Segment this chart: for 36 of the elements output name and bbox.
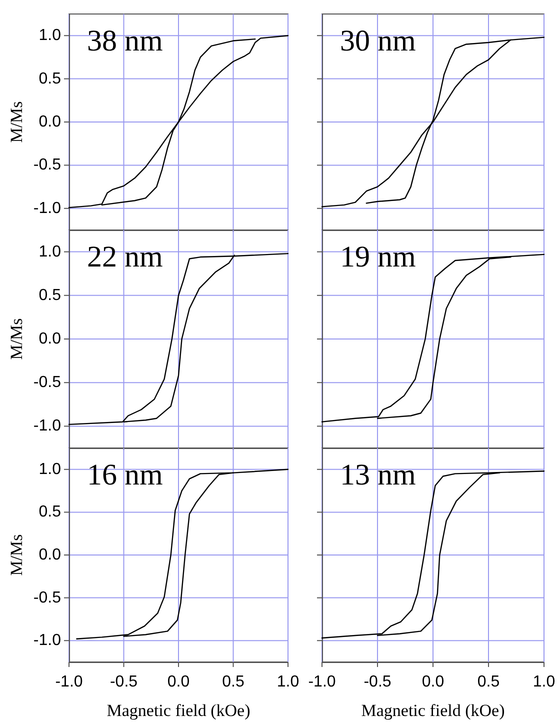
annotation: 16 nm — [87, 458, 163, 492]
y-tick-label: 1.0 — [38, 243, 62, 260]
y-tick-label: 0.0 — [38, 330, 62, 348]
y-tick-label: -1.0 — [33, 418, 62, 435]
y-axis-title: M/Ms — [7, 534, 26, 576]
x-tick-label: 0.0 — [167, 674, 190, 690]
y-tick-label: 1.0 — [38, 460, 62, 478]
y-tick-label: 1.0 — [38, 27, 62, 44]
y-tick-label: -0.5 — [33, 156, 62, 174]
annotation: 22 nm — [87, 240, 163, 274]
y-tick-label: 0.0 — [38, 546, 62, 564]
y-tick-label: -1.0 — [33, 632, 62, 650]
y-axis-title: M/Ms — [7, 101, 26, 143]
y-tick-label: -0.5 — [33, 589, 62, 606]
x-tick-label: 1.0 — [276, 674, 300, 690]
y-tick-label: -1.0 — [33, 200, 62, 217]
x-axis-title: Magnetic field (kOe) — [106, 701, 250, 720]
annotation: 38 nm — [87, 24, 163, 58]
x-tick-label: 0.0 — [422, 674, 444, 690]
y-tick-label: 0.5 — [38, 70, 62, 88]
x-tick-label: -0.5 — [364, 674, 392, 690]
y-axis-title: M/Ms — [7, 318, 26, 360]
x-axis-title: Magnetic field (kOe) — [361, 701, 505, 720]
x-tick-label: -1.0 — [308, 674, 336, 690]
x-tick-label: 0.5 — [222, 674, 244, 690]
y-tick-label: -0.5 — [33, 374, 62, 392]
y-tick-label: 0.5 — [38, 504, 62, 521]
y-tick-label: 0.5 — [38, 286, 62, 304]
annotation: 13 nm — [340, 458, 416, 492]
x-tick-label: -1.0 — [55, 674, 83, 690]
x-tick-label: -0.5 — [110, 674, 138, 690]
x-tick-label: 1.0 — [532, 674, 556, 690]
annotation: 19 nm — [340, 240, 416, 274]
x-tick-label: 0.5 — [477, 674, 500, 690]
annotation: 30 nm — [340, 24, 416, 58]
y-tick-label: 0.0 — [38, 114, 62, 130]
